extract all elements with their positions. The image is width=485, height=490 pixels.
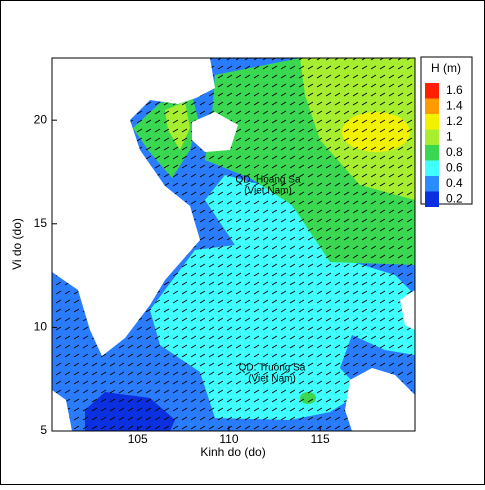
colorbar-swatch <box>425 83 439 99</box>
y-axis-label: Vi do (do) <box>10 218 24 270</box>
colorbar-swatch <box>425 191 439 207</box>
colorbar-swatch <box>425 176 439 192</box>
land <box>400 290 415 330</box>
colorbar-swatch <box>425 145 439 161</box>
field <box>52 58 415 431</box>
y-tick-label: 15 <box>34 216 48 230</box>
colorbar-label: 0.6 <box>446 160 463 174</box>
colorbar-title: H (m) <box>431 61 461 75</box>
x-axis-label: Kinh do (do) <box>200 445 265 459</box>
x-tick-label: 105 <box>128 432 148 446</box>
x-tick-label: 115 <box>311 432 330 446</box>
y-tick-label: 5 <box>40 423 47 437</box>
colorbar-label: 0.4 <box>446 176 463 190</box>
land <box>52 390 72 431</box>
x-tick-label: 110 <box>219 432 238 446</box>
colorbar-swatch <box>425 160 439 176</box>
colorbar-label: 1.4 <box>446 98 463 112</box>
colorbar-label: 0.2 <box>446 191 463 205</box>
land <box>52 58 215 356</box>
colorbar-label: 1.6 <box>446 83 463 97</box>
annotation: (Viet Nam) <box>244 186 292 197</box>
annotation: QD. Hoang Sa <box>235 175 300 186</box>
colorbar-swatch <box>425 129 439 145</box>
y-tick-label: 10 <box>34 320 48 334</box>
land <box>345 368 415 431</box>
colorbar-label: 1.2 <box>446 114 463 128</box>
plot-frame <box>51 57 416 432</box>
colorbar-swatch <box>425 114 439 130</box>
annotation: QD. Truong Sa <box>239 363 306 374</box>
colorbar-label: 0.8 <box>446 145 463 159</box>
y-tick-label: 20 <box>34 112 48 126</box>
colorbar-swatch <box>425 98 439 114</box>
annotation: (Viet Nam) <box>248 374 296 385</box>
land <box>192 112 238 152</box>
colorbar-label: 1 <box>446 129 453 143</box>
